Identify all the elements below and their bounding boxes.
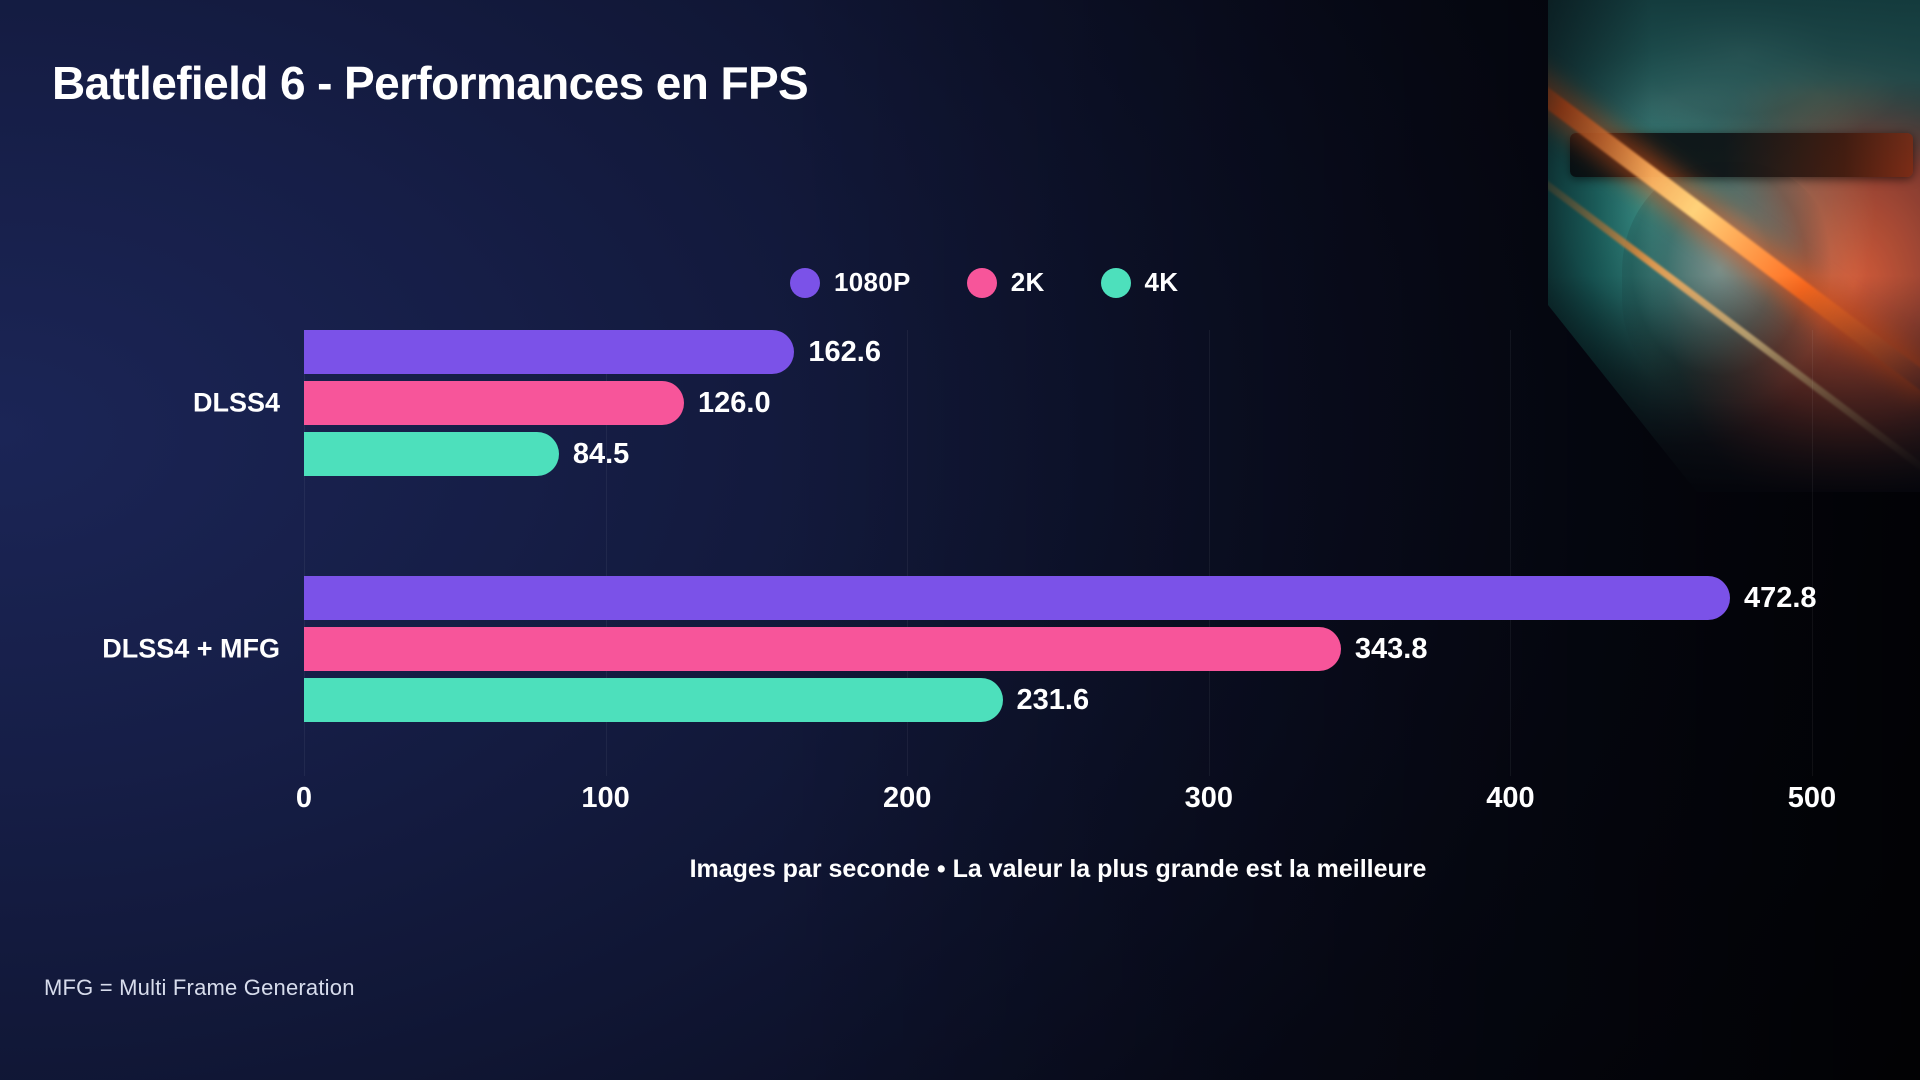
category-label: DLSS4 (192, 387, 280, 418)
bar-row: 162.6 (304, 330, 881, 374)
x-axis: 0 100 200 300 400 500 (296, 782, 1836, 828)
bar-1080p[interactable] (304, 330, 795, 374)
legend-swatch-icon (966, 267, 997, 298)
bar-4k[interactable] (304, 432, 559, 476)
legend-item-2k[interactable]: 2K (966, 267, 1045, 298)
bar-row: 231.6 (304, 678, 1089, 722)
x-axis-tick-label: 0 (295, 782, 313, 814)
x-axis-tick-label: 500 (1787, 782, 1837, 814)
x-axis-title: Images par seconde • La valeur la plus g… (689, 855, 1427, 883)
chart-legend: 1080P 2K 4K (790, 267, 1178, 298)
legend-item-label: 4K (1144, 267, 1179, 297)
x-axis-tick-label: 200 (882, 782, 932, 814)
gridline (1510, 330, 1512, 776)
gridline (1208, 330, 1210, 776)
gridline (605, 330, 607, 776)
gridline (1812, 330, 1813, 776)
gridline (907, 330, 909, 776)
bar-group: DLSS4 + MFG 472.8 343.8 231.6 (102, 576, 1817, 722)
bar-value-label: 126.0 (698, 386, 771, 419)
bar-value-label: 472.8 (1743, 581, 1817, 614)
bar-2k[interactable] (304, 627, 1341, 671)
bar-row: 472.8 (304, 576, 1817, 620)
bar-4k[interactable] (304, 678, 1003, 722)
legend-swatch-icon (1100, 267, 1131, 298)
legend-item-1080p[interactable]: 1080P (790, 267, 911, 298)
legend-swatch-icon (790, 267, 820, 298)
chart-plot-area: DLSS4 162.6 126.0 84.5 DLSS4 + MFG 472.8 343.8… (102, 330, 1817, 776)
bar-value-label: 162.6 (808, 335, 881, 368)
bar-row: 126.0 (304, 381, 771, 425)
bar-value-label: 231.6 (1016, 683, 1090, 716)
category-label: DLSS4 + MFG (102, 633, 280, 664)
legend-item-label: 2K (1010, 267, 1045, 297)
x-axis-tick-label: 100 (581, 782, 630, 814)
bar-group: DLSS4 162.6 126.0 84.5 (193, 330, 1812, 476)
legend-item-label: 1080P (834, 267, 911, 297)
bar-row: 343.8 (304, 627, 1427, 671)
x-axis-tick-label: 300 (1184, 782, 1233, 814)
bar-row: 84.5 (304, 432, 629, 476)
gridlines (304, 330, 1813, 776)
gridline (304, 330, 305, 776)
page-title: Battlefield 6 - Performances en FPS (52, 57, 809, 109)
x-axis-tick-label: 400 (1486, 782, 1535, 814)
footnote: MFG = Multi Frame Generation (44, 975, 355, 1000)
legend-item-4k[interactable]: 4K (1100, 267, 1179, 298)
bar-value-label: 84.5 (572, 437, 630, 470)
bar-value-label: 343.8 (1354, 632, 1428, 665)
bar-2k[interactable] (304, 381, 685, 425)
bar-1080p[interactable] (304, 576, 1730, 620)
